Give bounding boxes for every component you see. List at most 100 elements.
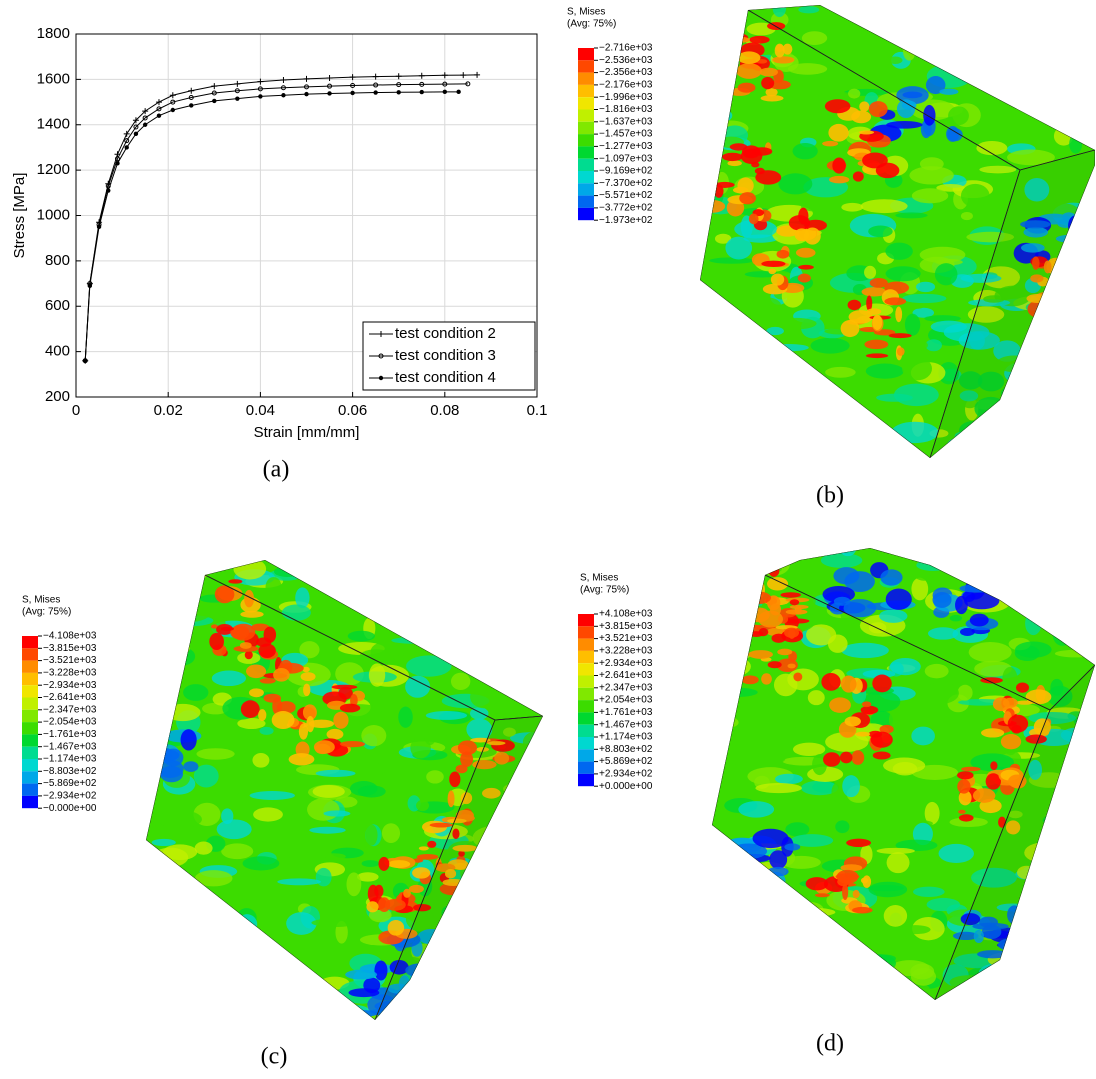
contour-patch	[787, 663, 796, 669]
legend-label: +2.054e+03	[599, 695, 653, 706]
contour-patch	[846, 838, 871, 848]
contour-patch	[1000, 383, 1037, 404]
color-band	[578, 724, 594, 737]
contour-patch	[453, 963, 476, 983]
contour-patch	[500, 984, 524, 999]
contour-patch	[1025, 903, 1067, 913]
contour-patch	[164, 997, 185, 1019]
contour-patch	[902, 293, 947, 304]
contour-patch	[221, 808, 234, 825]
contour-patch	[195, 999, 226, 1007]
contour-patch	[912, 307, 935, 318]
color-band	[22, 672, 38, 686]
contour-patch	[744, 371, 758, 394]
contour-patch	[370, 641, 400, 663]
contour-patch	[957, 684, 973, 701]
marker	[142, 122, 148, 127]
legend-label: −2.054e+03	[43, 717, 97, 728]
data-line	[84, 74, 478, 361]
contour-patch	[470, 685, 499, 709]
contour-patch	[156, 638, 190, 658]
color-band	[578, 737, 594, 750]
legend-label: +1.174e+03	[599, 732, 653, 743]
contour-patch	[926, 5, 944, 21]
color-band	[578, 663, 594, 676]
contour-patch	[958, 790, 972, 806]
contour-patch	[911, 726, 935, 746]
contour-patch	[384, 898, 406, 911]
contour-patch	[111, 746, 139, 754]
x-tick-label: 0	[72, 402, 80, 419]
contour-patch	[151, 838, 176, 847]
contour-patch	[814, 893, 830, 898]
y-tick-label: 1600	[37, 70, 70, 87]
contour-patch	[240, 610, 264, 618]
contour-patch	[794, 606, 802, 615]
contour-patch	[159, 880, 174, 892]
marker	[419, 89, 424, 95]
contour-patch	[967, 306, 1005, 323]
contour-patch	[1042, 9, 1087, 20]
contour-patch	[1070, 756, 1095, 766]
legend-label: −2.356e+03	[599, 67, 653, 78]
legend-label: −2.716e+03	[599, 43, 653, 54]
contour-patch	[1074, 91, 1095, 105]
contour-patch	[253, 807, 283, 822]
contour-patch	[271, 1014, 291, 1020]
color-band	[22, 709, 38, 723]
contour-patch	[268, 982, 314, 1004]
contour-patch	[502, 841, 543, 865]
contour-patch	[146, 934, 163, 957]
contour-patch	[910, 963, 935, 980]
contour-patch	[884, 297, 907, 306]
contour-patch	[732, 857, 750, 874]
marker	[456, 89, 461, 95]
y-tick-label: 1200	[37, 161, 70, 178]
contour-patch	[754, 871, 770, 885]
contour-patch	[1025, 330, 1050, 349]
contour-patch	[311, 918, 358, 928]
contour-patch	[390, 838, 425, 853]
contour-patch	[451, 953, 471, 977]
marker	[211, 90, 217, 96]
contour-patch	[1004, 5, 1021, 18]
contour-patch	[338, 686, 353, 700]
marker	[235, 96, 240, 101]
contour-patch	[847, 299, 861, 311]
contour-patch	[152, 934, 171, 942]
contour-patch	[840, 981, 880, 992]
contour-patch	[714, 627, 737, 635]
contour-patch	[895, 8, 929, 15]
contour-patch	[1058, 583, 1071, 597]
contour-patch	[700, 61, 714, 68]
contour-patch	[171, 964, 189, 976]
legend-label: −7.370e+02	[599, 178, 653, 189]
contour-patch	[729, 964, 763, 983]
marker	[96, 224, 102, 230]
contour-patch	[911, 577, 929, 601]
contour-patch	[868, 622, 887, 634]
contour-patch	[180, 729, 197, 751]
legend-label: −8.803e+02	[43, 766, 97, 777]
legend-label: −9.169e+02	[599, 166, 653, 177]
contour-patch	[374, 884, 384, 898]
contour-patch	[347, 630, 375, 642]
contour-patch	[523, 809, 543, 820]
contour-patch	[489, 939, 509, 957]
contour-patch	[240, 700, 260, 718]
contour-patch	[958, 809, 966, 814]
contour-patch	[458, 850, 465, 857]
contour-patch	[842, 775, 860, 798]
contour-patch	[767, 661, 782, 669]
legend-title: S, Mises	[580, 573, 618, 584]
contour-patch	[350, 693, 358, 707]
contour-patch	[805, 877, 829, 891]
contour-patch	[741, 558, 751, 565]
contour-patch	[979, 165, 1017, 174]
contour-patch	[861, 287, 887, 297]
data-line	[84, 91, 459, 361]
contour-patch	[742, 876, 768, 894]
contour-patch	[203, 975, 252, 982]
contour-patch	[773, 673, 798, 697]
contour-patch	[1068, 255, 1081, 268]
